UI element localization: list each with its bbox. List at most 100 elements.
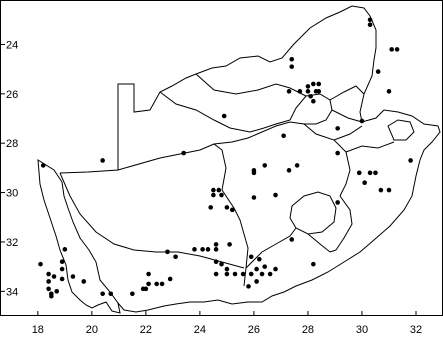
- locality-point: [359, 118, 365, 124]
- y-tick-label: 28: [6, 138, 18, 150]
- x-tick-label: 26: [248, 324, 260, 336]
- locality-point: [254, 279, 259, 284]
- locality-point: [108, 291, 114, 297]
- x-axis: 18 20 22 24 26 28 30 32: [32, 311, 422, 336]
- locality-point: [205, 247, 211, 252]
- locality-point: [224, 205, 230, 210]
- locality-point: [70, 274, 76, 279]
- locality-point: [373, 170, 378, 176]
- locality-point: [51, 274, 57, 279]
- locality-point: [286, 89, 292, 94]
- x-tick-label: 32: [410, 324, 422, 336]
- locality-point: [219, 261, 224, 267]
- main-outline: [59, 5, 441, 313]
- lesotho-outline: [289, 191, 337, 235]
- locality-point: [375, 69, 381, 74]
- y-tick-label: 32: [6, 237, 18, 249]
- locality-point: [146, 271, 151, 277]
- country-outline: [37, 159, 121, 314]
- locality-point: [386, 89, 392, 94]
- locality-point: [246, 284, 251, 289]
- locality-point: [224, 271, 230, 277]
- locality-point: [227, 242, 232, 247]
- x-tick-label: 18: [32, 324, 44, 336]
- locality-point: [213, 271, 219, 277]
- locality-point: [305, 84, 311, 89]
- locality-point: [211, 192, 216, 198]
- locality-point: [232, 271, 238, 277]
- locality-point: [251, 195, 257, 200]
- locality-point: [181, 150, 186, 156]
- locality-point: [311, 81, 316, 87]
- locality-point: [100, 158, 105, 163]
- locality-point: [262, 264, 268, 269]
- locality-point: [46, 271, 51, 277]
- locality-point: [40, 163, 46, 168]
- locality-point: [213, 259, 219, 264]
- locality-point: [273, 266, 278, 272]
- y-axis: 24 26 28 30 32 34: [0, 39, 18, 298]
- locality-point: [386, 187, 392, 193]
- locality-point: [251, 170, 257, 176]
- locality-point: [335, 126, 340, 131]
- locality-point: [192, 247, 197, 252]
- locality-point: [389, 47, 394, 52]
- locality-points: [38, 17, 413, 299]
- locality-point: [267, 271, 273, 277]
- locality-point: [143, 286, 149, 292]
- locality-point: [81, 279, 87, 284]
- locality-point: [230, 207, 235, 213]
- locality-point: [165, 249, 170, 255]
- locality-point: [305, 89, 311, 94]
- locality-point: [49, 293, 54, 299]
- locality-point: [200, 247, 205, 252]
- locality-point: [259, 271, 265, 277]
- locality-point: [38, 261, 43, 267]
- locality-point: [316, 89, 322, 94]
- locality-point: [362, 180, 367, 185]
- locality-point: [221, 113, 227, 119]
- locality-point: [224, 266, 230, 272]
- x-tick-label: 20: [86, 324, 98, 336]
- locality-point: [167, 276, 173, 282]
- locality-point: [297, 89, 303, 94]
- locality-point: [62, 247, 68, 252]
- locality-point: [281, 133, 286, 139]
- northern-cape-border: [117, 143, 249, 287]
- locality-point: [316, 81, 322, 87]
- locality-point: [289, 56, 295, 62]
- eastern-cape-border: [245, 227, 337, 269]
- y-tick-label: 24: [6, 39, 18, 51]
- locality-point: [248, 254, 254, 260]
- locality-point: [289, 237, 295, 242]
- locality-point: [213, 247, 219, 252]
- north-west-border: [159, 91, 291, 133]
- x-tick-label: 28: [302, 324, 314, 336]
- locality-point: [213, 242, 219, 247]
- locality-point: [154, 281, 159, 287]
- locality-point: [311, 98, 316, 104]
- locality-point: [130, 291, 135, 297]
- locality-point: [59, 276, 65, 282]
- locality-point: [367, 170, 373, 176]
- locality-point: [208, 205, 213, 210]
- locality-point: [46, 279, 51, 284]
- locality-point: [356, 170, 362, 176]
- locality-point: [367, 22, 373, 27]
- locality-point: [367, 17, 373, 23]
- locality-point: [216, 187, 222, 193]
- locality-point: [59, 266, 65, 272]
- locality-point: [408, 158, 413, 163]
- locality-point: [335, 150, 340, 156]
- locality-point: [211, 187, 216, 193]
- kzn-border: [335, 141, 395, 251]
- locality-point: [257, 256, 262, 262]
- locality-point: [46, 286, 51, 292]
- locality-point: [294, 163, 300, 168]
- locality-point: [308, 93, 313, 99]
- limpopo-border: [195, 73, 307, 97]
- locality-point: [335, 200, 340, 205]
- locality-point: [219, 192, 224, 198]
